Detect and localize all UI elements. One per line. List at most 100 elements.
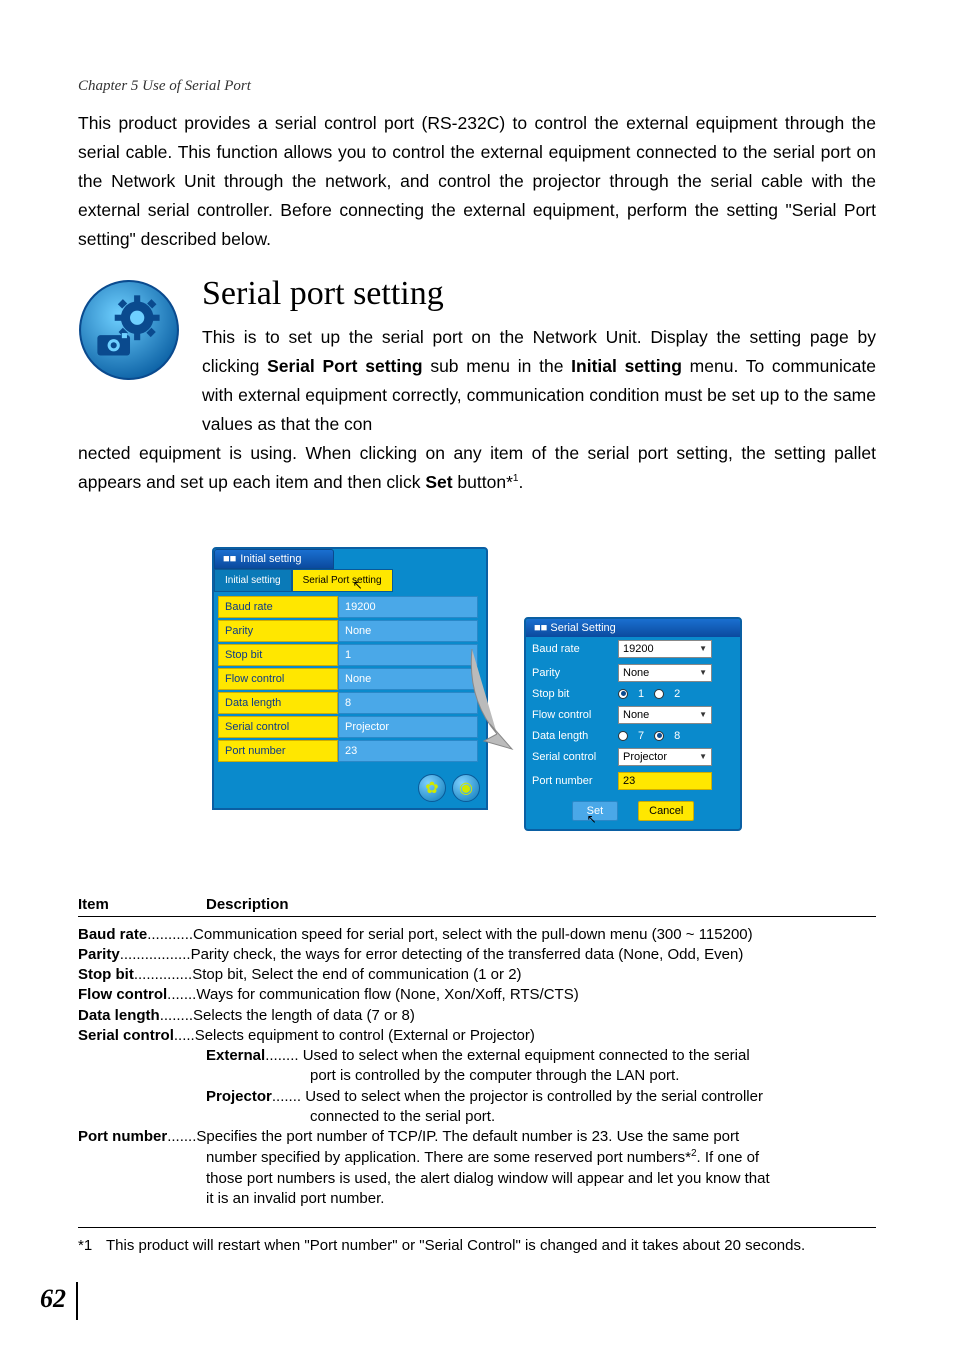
- screenshot-composite: ■■ Initial setting Initial setting Seria…: [212, 547, 742, 872]
- radio-icon[interactable]: [618, 731, 628, 741]
- dots: .......: [272, 1087, 301, 1107]
- value-serial-control[interactable]: Projector: [338, 716, 478, 738]
- label-flow-control: Flow control: [218, 668, 338, 690]
- description-table: Item Description Baud rate...........Com…: [78, 896, 876, 1210]
- bottom-icons-row: ✿ ◉: [214, 768, 486, 808]
- r-label-flow-control: Flow control: [532, 709, 612, 721]
- r-label-baud-rate: Baud rate: [532, 643, 612, 655]
- tab-serial-port-setting[interactable]: Serial Port setting ↖: [292, 569, 393, 592]
- text: sub menu in the: [423, 356, 572, 376]
- radio-label: 7: [638, 730, 644, 742]
- dots: ........: [160, 1006, 193, 1026]
- item-baud-rate: Baud rate: [78, 925, 147, 945]
- panel-title-icon: ■■: [223, 553, 236, 565]
- label-stop-bit: Stop bit: [218, 644, 338, 666]
- intro-paragraph: This product provides a serial control p…: [78, 109, 876, 253]
- tabs-row: Initial setting Serial Port setting ↖: [214, 569, 486, 592]
- r-dropdown-flow-control[interactable]: None▼: [618, 706, 712, 724]
- item-flow-control: Flow control: [78, 985, 167, 1005]
- bold-text: Set: [425, 472, 452, 492]
- radio-label: 1: [638, 688, 644, 700]
- radio-label: 8: [674, 730, 680, 742]
- value-flow-control[interactable]: None: [338, 668, 478, 690]
- chevron-down-icon: ▼: [699, 752, 707, 761]
- r-dropdown-parity[interactable]: None▼: [618, 664, 712, 682]
- desc-port-number-2: number specified by application. There a…: [78, 1147, 876, 1168]
- value-port-number[interactable]: 23: [338, 740, 478, 762]
- right-panel-title: ■■ Serial Setting: [526, 619, 740, 637]
- header-description: Description: [206, 896, 289, 913]
- section-title: Serial port setting: [202, 275, 876, 313]
- section-body-continued: nected equipment is using. When clicking…: [78, 439, 876, 497]
- r-label-parity: Parity: [532, 667, 612, 679]
- text: .: [518, 472, 523, 492]
- callout-arrow-icon: [462, 639, 532, 759]
- set-button[interactable]: Set ↖: [572, 801, 619, 821]
- value-stop-bit[interactable]: 1: [338, 644, 478, 666]
- item-stop-bit: Stop bit: [78, 965, 134, 985]
- sub-desc-projector-2: connected to the serial port.: [78, 1107, 876, 1127]
- r-radio-stop-bit[interactable]: 1 2: [618, 688, 680, 700]
- dots: .................: [120, 945, 191, 965]
- dots: ...........: [147, 925, 193, 945]
- chapter-header: Chapter 5 Use of Serial Port: [78, 78, 876, 95]
- r-label-stop-bit: Stop bit: [532, 688, 612, 700]
- panel-title-icon: ■■: [534, 622, 550, 634]
- r-input-port-number[interactable]: 23: [618, 772, 712, 790]
- label-serial-control: Serial control: [218, 716, 338, 738]
- chevron-down-icon: ▼: [699, 668, 707, 677]
- footnote-text: This product will restart when "Port num…: [106, 1236, 805, 1256]
- dots: ........: [265, 1046, 298, 1066]
- item-serial-control: Serial control: [78, 1026, 174, 1046]
- desc-port-number-4: it is an invalid port number.: [78, 1189, 876, 1209]
- radio-icon[interactable]: [618, 689, 628, 699]
- page-rule: [76, 1282, 78, 1320]
- settings-grid: Baud rate19200 ParityNone Stop bit1 Flow…: [214, 592, 486, 768]
- header-item: Item: [78, 896, 206, 913]
- page-number: 62: [40, 1284, 66, 1314]
- desc-serial-control: Selects equipment to control (External o…: [195, 1026, 876, 1046]
- desc-port-number-3: those port numbers is used, the alert di…: [78, 1169, 876, 1189]
- label-data-length: Data length: [218, 692, 338, 714]
- value-parity[interactable]: None: [338, 620, 478, 642]
- chevron-down-icon: ▼: [699, 710, 707, 719]
- radio-icon[interactable]: [654, 689, 664, 699]
- bold-text: Initial setting: [571, 356, 682, 376]
- gear-button-icon[interactable]: ✿: [418, 774, 446, 802]
- value-baud-rate[interactable]: 19200: [338, 596, 478, 618]
- right-serial-setting-panel: ■■ Serial Setting Baud rate 19200▼ Parit…: [524, 617, 742, 831]
- cursor-icon: ↖: [587, 812, 597, 826]
- desc-flow-control: Ways for communication flow (None, Xon/X…: [196, 985, 876, 1005]
- dots: .......: [167, 1127, 196, 1147]
- radio-icon[interactable]: [654, 731, 664, 741]
- text: button*: [453, 472, 513, 492]
- label-baud-rate: Baud rate: [218, 596, 338, 618]
- r-label-serial-control: Serial control: [532, 751, 612, 763]
- desc-baud-rate: Communication speed for serial port, sel…: [193, 925, 876, 945]
- section-body: This is to set up the serial port on the…: [202, 323, 876, 439]
- value-data-length[interactable]: 8: [338, 692, 478, 714]
- left-settings-panel: ■■ Initial setting Initial setting Seria…: [212, 547, 488, 810]
- tab-initial-setting[interactable]: Initial setting: [214, 569, 292, 592]
- panel-title-bar: ■■ Initial setting: [214, 549, 334, 569]
- sub-desc-external-2: port is controlled by the computer throu…: [78, 1066, 876, 1086]
- desc-port-number-1: Specifies the port number of TCP/IP. The…: [196, 1127, 876, 1147]
- footnote: *1 This product will restart when "Port …: [78, 1236, 876, 1256]
- desc-stop-bit: Stop bit, Select the end of communicatio…: [192, 965, 876, 985]
- cancel-button[interactable]: Cancel: [638, 801, 694, 821]
- item-data-length: Data length: [78, 1006, 160, 1026]
- bold-text: Serial Port setting: [267, 356, 422, 376]
- chevron-down-icon: ▼: [699, 644, 707, 653]
- camera-button-icon[interactable]: ◉: [452, 774, 480, 802]
- settings-gear-icon: [78, 279, 180, 439]
- sub-item-projector: Projector: [78, 1087, 272, 1107]
- sub-desc-external: Used to select when the external equipme…: [303, 1047, 750, 1064]
- r-dropdown-baud-rate[interactable]: 19200▼: [618, 640, 712, 658]
- r-dropdown-serial-control[interactable]: Projector▼: [618, 748, 712, 766]
- label-port-number: Port number: [218, 740, 338, 762]
- r-radio-data-length[interactable]: 7 8: [618, 730, 680, 742]
- item-parity: Parity: [78, 945, 120, 965]
- radio-label: 2: [674, 688, 680, 700]
- sub-item-external: External: [78, 1046, 265, 1066]
- panel-title-text: Initial setting: [240, 553, 301, 565]
